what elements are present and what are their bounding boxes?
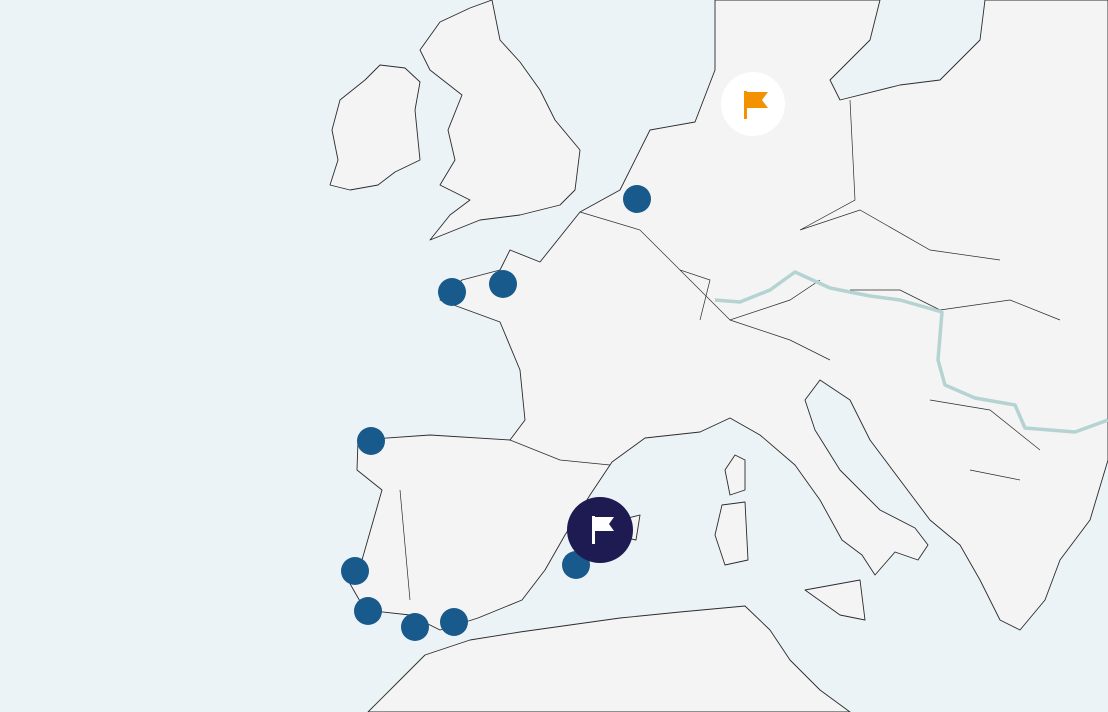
great-britain xyxy=(419,0,581,241)
location-marker[interactable] xyxy=(357,427,385,455)
flag-pole xyxy=(592,516,595,544)
selected-marker[interactable] xyxy=(567,497,633,563)
ireland xyxy=(329,64,421,191)
location-marker[interactable] xyxy=(354,597,382,625)
location-marker[interactable] xyxy=(341,557,369,585)
flag-pole xyxy=(744,91,747,119)
sardinia xyxy=(714,501,749,566)
flag xyxy=(747,92,768,108)
sicily xyxy=(804,579,866,621)
location-marker[interactable] xyxy=(401,613,429,641)
location-marker[interactable] xyxy=(623,185,651,213)
location-marker[interactable] xyxy=(438,278,466,306)
location-marker[interactable] xyxy=(489,270,517,298)
border xyxy=(399,99,1061,601)
start-marker[interactable] xyxy=(721,72,785,136)
continent xyxy=(344,0,1108,631)
africa xyxy=(367,605,851,712)
flag xyxy=(595,517,614,531)
location-marker[interactable] xyxy=(440,608,468,636)
corsica xyxy=(724,454,746,496)
river xyxy=(714,270,1108,434)
